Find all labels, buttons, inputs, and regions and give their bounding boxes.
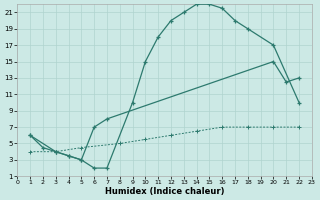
X-axis label: Humidex (Indice chaleur): Humidex (Indice chaleur) [105,187,224,196]
